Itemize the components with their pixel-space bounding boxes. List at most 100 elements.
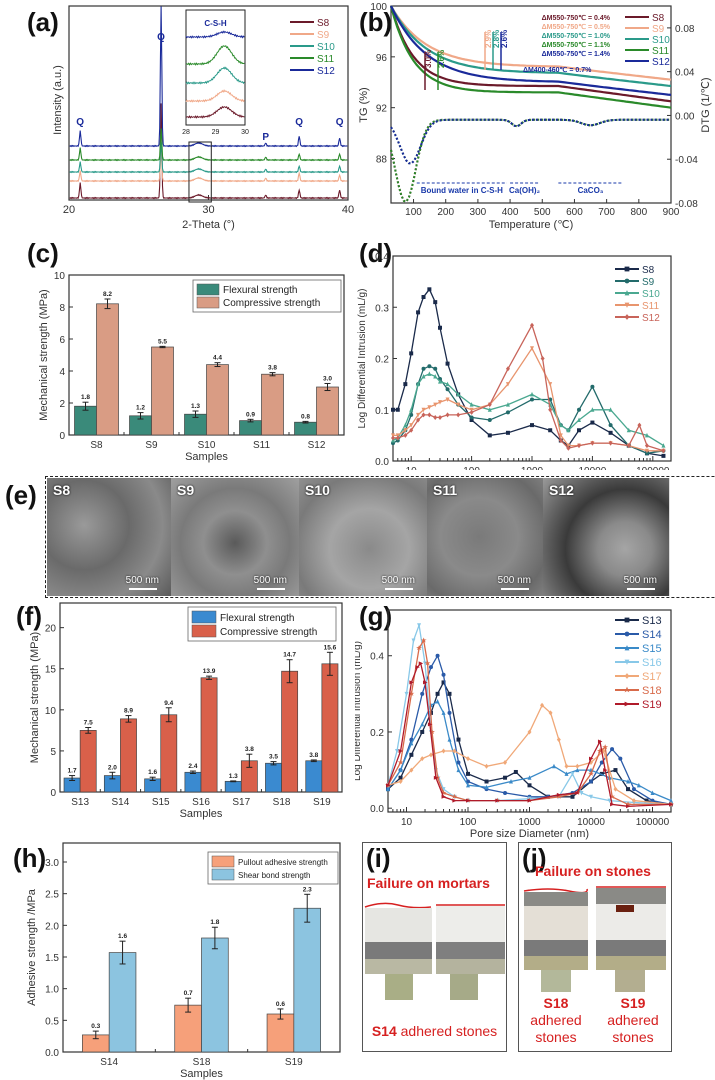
data-point <box>441 794 447 799</box>
data-point <box>403 422 408 428</box>
panel-label-c: (c) <box>27 238 59 268</box>
data-point <box>558 438 563 443</box>
series-line-s11 <box>393 347 664 452</box>
data-point <box>409 680 414 685</box>
legend-label: S10 <box>642 289 660 300</box>
data-point <box>438 325 443 330</box>
data-point <box>435 653 440 658</box>
data-point <box>469 418 474 422</box>
data-point <box>624 701 630 707</box>
data-point <box>421 295 426 299</box>
data-point <box>610 747 615 752</box>
data-point <box>527 783 532 788</box>
data-point <box>452 798 457 803</box>
data-point <box>613 786 618 792</box>
delta-annotation: ΔM550-750℃ = 0.4% <box>542 14 611 22</box>
x-tick-label: 20 <box>63 204 75 216</box>
data-point <box>577 407 582 412</box>
data-point <box>456 412 461 418</box>
data-point <box>447 737 452 742</box>
y-tick-label: 5 <box>50 747 56 758</box>
data-point <box>417 623 422 628</box>
data-point <box>398 767 403 773</box>
x-tick-label: 500 <box>534 207 551 218</box>
data-point <box>438 414 443 420</box>
legend-label: S12 <box>652 57 670 68</box>
x-tick-label: 100 <box>405 207 422 218</box>
data-point <box>527 775 532 780</box>
sem-panel-border <box>45 476 715 598</box>
data-label: 3.8 <box>245 746 254 753</box>
data-point <box>409 740 414 746</box>
bar-pullout-adhesive-strength <box>266 1013 295 1053</box>
data-point <box>434 774 441 780</box>
data-point <box>398 779 403 785</box>
x-tick-label: 10 <box>406 466 418 470</box>
y-tick-label: 0.2 <box>375 355 389 366</box>
data-point <box>626 804 631 809</box>
data-point <box>421 412 426 418</box>
data-point <box>631 787 636 792</box>
s19-caption: S19 adhered stones <box>597 995 669 1046</box>
x-tick-label: 400 <box>502 207 519 218</box>
data-point <box>386 786 390 792</box>
data-point <box>445 361 450 366</box>
x-tick-label: S19 <box>285 1057 303 1068</box>
y-tick-label: 15 <box>45 665 57 676</box>
bar-compressive-strength <box>96 303 119 436</box>
data-point <box>441 748 446 754</box>
inset-tick-label: 30 <box>241 129 249 136</box>
y-right-tick-label: 0.08 <box>675 24 695 35</box>
data-point <box>409 407 414 412</box>
panel-label-d: (d) <box>359 238 393 268</box>
data-point <box>505 382 510 387</box>
x-tick-label: 100 <box>460 817 477 828</box>
x-tick-label: 300 <box>470 207 487 218</box>
series-line-s8 <box>393 288 664 457</box>
data-point <box>530 346 534 351</box>
delta-annotation: ΔM550-750℃ = 1.4% <box>542 50 611 58</box>
y-tick-label: 10 <box>45 706 57 717</box>
bar-flexural-strength <box>184 771 202 793</box>
data-point <box>624 266 630 272</box>
data-point <box>423 680 428 685</box>
data-point <box>555 793 562 799</box>
x-tick-label: S10 <box>198 440 216 451</box>
panel-label-b: (b) <box>359 7 393 37</box>
data-point <box>575 767 580 773</box>
data-point <box>416 381 421 387</box>
y-tick-label: 2.0 <box>45 921 59 932</box>
data-point <box>558 433 563 438</box>
data-point <box>484 784 489 790</box>
x-tick-label: 1000 <box>521 466 544 470</box>
data-point <box>530 391 534 397</box>
data-point <box>548 382 553 387</box>
dtg-curve-s12 <box>390 118 670 165</box>
data-point <box>608 430 613 435</box>
panel-label-a: (a) <box>27 7 59 37</box>
data-point <box>590 384 595 389</box>
data-point <box>599 760 604 765</box>
data-point <box>577 417 582 422</box>
data-point <box>669 802 674 807</box>
bar-flexural-strength <box>305 760 323 793</box>
data-point <box>420 721 425 727</box>
data-point <box>456 760 461 765</box>
legend-label: Compressive strength <box>223 298 320 309</box>
inset-frame <box>185 9 246 126</box>
legend-swatch <box>211 868 235 881</box>
x-tick-label: S16 <box>192 797 210 808</box>
data-point <box>564 771 569 776</box>
x-tick-label: S14 <box>112 797 130 808</box>
data-label: 14.7 <box>283 652 296 659</box>
data-point <box>469 415 474 420</box>
xrd-trace-s12 <box>69 6 348 148</box>
data-point <box>624 314 630 320</box>
delta-annotation: ΔM550-750℃ = 1.0% <box>542 32 611 40</box>
data-point <box>466 798 471 803</box>
x-tick-label: 30 <box>202 204 214 216</box>
data-label: 2.3 <box>303 886 312 893</box>
x-axis-label: 2-Theta (°) <box>182 219 235 231</box>
data-point <box>626 427 631 433</box>
data-point <box>566 445 571 451</box>
